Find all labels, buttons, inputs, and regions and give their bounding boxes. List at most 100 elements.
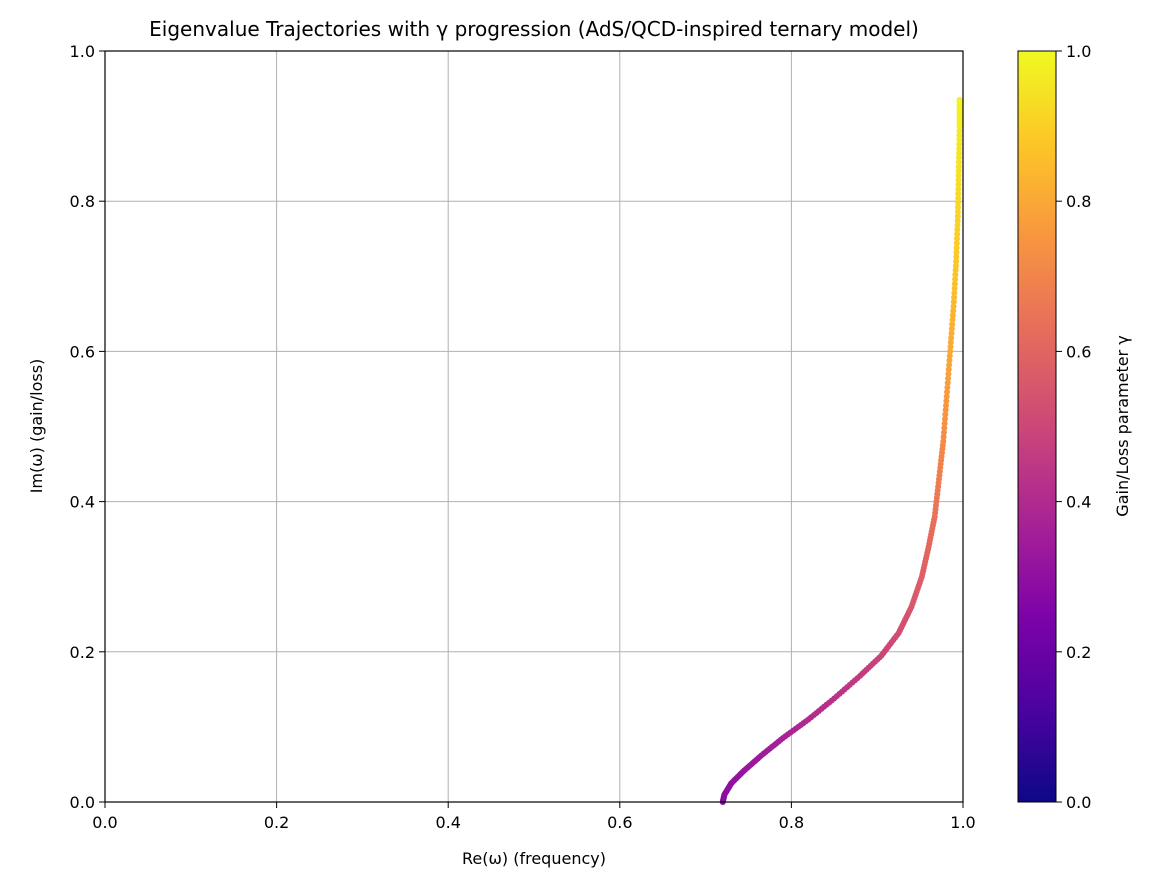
trajectory-point [954,217,961,224]
colorbar-tick-label: 0.2 [1066,643,1091,662]
trajectory-point [949,321,956,328]
trajectory-point [944,379,951,386]
y-axis-ticks: 0.0 0.2 0.4 0.6 0.8 1.0 [70,42,105,812]
colorbar-tick-label: 1.0 [1066,42,1091,61]
trajectory-point [943,402,950,409]
trajectory-point [949,312,956,319]
colorbar: 0.0 0.2 0.4 0.6 0.8 1.0 Gain/Loss parameter γ [1017,42,1132,812]
x-tick-label: 0.2 [264,813,289,832]
trajectory-point [952,271,959,278]
trajectory-point [948,334,955,341]
trajectory-point [951,285,958,292]
trajectory-point [955,195,962,202]
x-tick-label: 0.4 [435,813,460,832]
trajectory-point [953,235,960,242]
trajectory-point [950,298,957,305]
trajectory-point [940,434,947,441]
trajectory-point [952,267,959,274]
x-tick-label: 0.0 [92,813,117,832]
trajectory-point [942,411,949,418]
y-tick-label: 0.0 [70,793,95,812]
trajectory-point [955,168,962,175]
x-axis-ticks: 0.0 0.2 0.4 0.6 0.8 1.0 [92,802,976,832]
y-tick-label: 0.6 [70,342,95,361]
trajectory-point [956,127,963,134]
x-axis-label: Re(ω) (frequency) [462,849,606,868]
trajectory-point [944,388,951,395]
y-tick-label: 0.2 [70,643,95,662]
trajectory-point [945,375,952,382]
trajectory-point [941,415,948,422]
trajectory-point [956,96,963,103]
trajectory-point [956,136,963,143]
trajectory-point [955,159,962,166]
plot-frame [104,50,964,803]
trajectory-point [956,150,963,157]
trajectory-point [955,172,962,179]
trajectory-point [955,204,962,211]
trajectory-point [953,244,960,251]
trajectory-point [954,226,961,233]
trajectory-point [955,181,962,188]
trajectory-point [954,222,961,229]
trajectory-point [949,316,956,323]
colorbar-tick-label: 0.4 [1066,493,1091,512]
x-tick-label: 0.8 [779,813,804,832]
trajectory-point [941,420,948,427]
trajectory-point [943,397,950,404]
x-tick-label: 0.6 [607,813,632,832]
plot-background [105,51,963,802]
colorbar-ticks: 0.0 0.2 0.4 0.6 0.8 1.0 [1056,42,1091,812]
colorbar-tick-label: 0.8 [1066,192,1091,211]
y-tick-label: 1.0 [70,42,95,61]
trajectory-point [951,289,958,296]
chart-title: Eigenvalue Trajectories with γ progressi… [149,17,919,41]
trajectory-point [942,406,949,413]
trajectory-point [956,132,963,139]
trajectory-point [955,154,962,161]
trajectory-point [951,280,958,287]
trajectory-point [947,343,954,350]
trajectory-point [954,231,961,238]
data-series [719,96,963,805]
colorbar-tick-label: 0.0 [1066,793,1091,812]
y-tick-label: 0.4 [70,493,95,512]
trajectory-point [955,186,962,193]
trajectory-point [940,429,947,436]
trajectory-point [953,253,960,260]
trajectory-point [955,177,962,184]
trajectory-point [948,325,955,332]
trajectory-point [955,190,962,197]
trajectory-point [953,240,960,247]
trajectory-point [943,393,950,400]
y-tick-label: 0.8 [70,192,95,211]
trajectory-point [947,339,954,346]
trajectory-point [950,303,957,310]
trajectory-point [954,213,961,220]
colorbar-tick-label: 0.6 [1066,342,1091,361]
trajectory-point [955,199,962,206]
x-tick-label: 1.0 [950,813,975,832]
trajectory-point [946,352,953,359]
trajectory-point [944,384,951,391]
trajectory-point [954,208,961,215]
trajectory-point [946,357,953,364]
trajectory-point [945,370,952,377]
plot-area: 0.0 0.2 0.4 0.6 0.8 1.0 0.0 0.2 0.4 0.6 0.8 1.0 [70,42,976,832]
trajectory-point [952,262,959,269]
trajectory-point [950,307,957,314]
y-axis-label: Im(ω) (gain/loss) [27,359,46,494]
colorbar-gradient [1017,50,1057,803]
trajectory-point [945,366,952,373]
trajectory-point [956,145,963,152]
trajectory-point [952,276,959,283]
trajectory-point [951,294,958,301]
trajectory-point [946,361,953,368]
trajectory-point [956,141,963,148]
colorbar-label: Gain/Loss parameter γ [1113,335,1132,516]
trajectory-point [941,425,948,432]
trajectory-point [955,163,962,170]
trajectory-point [947,348,954,355]
trajectory-point [940,438,947,445]
